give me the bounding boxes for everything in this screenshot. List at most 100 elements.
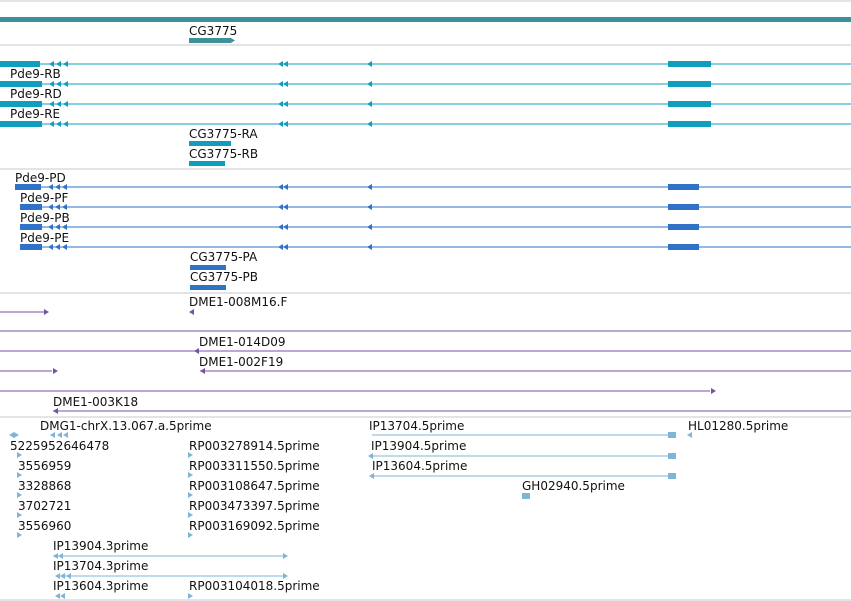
clone-label-dme1-002f19[interactable]: DME1-002F19 bbox=[199, 355, 284, 369]
clone-arrow[interactable] bbox=[53, 368, 58, 374]
protein-pde9-pb-arrow[interactable] bbox=[62, 224, 67, 230]
est-arrow[interactable] bbox=[368, 453, 373, 459]
protein-pde9-pf-arrow[interactable] bbox=[48, 204, 53, 210]
gene-glyph-cg3775[interactable] bbox=[189, 38, 231, 43]
transcript-pde9-re-arrow[interactable] bbox=[49, 121, 54, 127]
transcript-pde9-re-exon-right[interactable] bbox=[668, 121, 711, 127]
est-arrow[interactable] bbox=[60, 573, 65, 579]
transcript-pde9-ra-exon-left[interactable] bbox=[0, 61, 40, 67]
est-arrow[interactable] bbox=[57, 432, 62, 438]
transcript-pde9-rd-arrow[interactable] bbox=[49, 101, 54, 107]
est-label-ip13604-3prime[interactable]: IP13604.3prime bbox=[53, 579, 149, 593]
est-label-3328868[interactable]: 3328868 bbox=[18, 479, 72, 493]
est-arrow[interactable] bbox=[188, 593, 193, 599]
est-label-ip13904-5prime[interactable]: IP13904.5prime bbox=[371, 439, 467, 453]
est-arrow[interactable] bbox=[55, 573, 60, 579]
est-block[interactable] bbox=[668, 453, 676, 459]
chromosome-band[interactable] bbox=[0, 17, 851, 22]
transcript-pde9-re-arrow[interactable] bbox=[278, 121, 283, 127]
transcript-pde9-rb-arrow[interactable] bbox=[278, 81, 283, 87]
transcript-pde9-ra-arrow[interactable] bbox=[49, 61, 54, 67]
clone-arrow[interactable] bbox=[711, 388, 716, 394]
transcript-pde9-re-arrow[interactable] bbox=[56, 121, 61, 127]
est-arrow[interactable] bbox=[188, 452, 193, 458]
est-arrow[interactable] bbox=[17, 512, 22, 518]
protein-cg3775-pa[interactable] bbox=[190, 265, 226, 270]
est-label-3556960[interactable]: 3556960 bbox=[18, 519, 72, 533]
est-arrow[interactable] bbox=[58, 553, 63, 559]
est-arrow[interactable] bbox=[66, 573, 71, 579]
transcript-pde9-rb-arrow[interactable] bbox=[367, 81, 372, 87]
transcript-pde9-rb-arrow[interactable] bbox=[283, 81, 288, 87]
transcript-cg3775-rb[interactable] bbox=[189, 161, 225, 166]
protein-cg3775-pb[interactable] bbox=[190, 285, 226, 290]
est-block[interactable] bbox=[668, 432, 676, 438]
est-arrow[interactable] bbox=[188, 492, 193, 498]
transcript-pde9-rd-exon-right[interactable] bbox=[668, 101, 711, 107]
est-arrow[interactable] bbox=[188, 472, 193, 478]
est-arrow[interactable] bbox=[17, 532, 22, 538]
est-label-ip13604-5prime[interactable]: IP13604.5prime bbox=[372, 459, 468, 473]
protein-pde9-pd-arrow[interactable] bbox=[62, 184, 67, 190]
protein-pde9-pf-arrow[interactable] bbox=[62, 204, 67, 210]
clone-arrow[interactable] bbox=[44, 309, 49, 315]
est-label-dmg1-chrx[interactable]: DMG1-chrX.13.067.a.5prime bbox=[40, 419, 212, 433]
est-block[interactable] bbox=[522, 493, 530, 499]
protein-pde9-pf-arrow[interactable] bbox=[367, 204, 372, 210]
protein-pde9-pf-arrow[interactable] bbox=[55, 204, 60, 210]
protein-pde9-pf-exon-left[interactable] bbox=[20, 204, 42, 210]
protein-pde9-pe-exon-left[interactable] bbox=[20, 244, 42, 250]
transcript-pde9-rb-arrow[interactable] bbox=[49, 81, 54, 87]
transcript-pde9-ra-arrow[interactable] bbox=[278, 61, 283, 67]
transcript-pde9-rb-exon-left[interactable] bbox=[0, 81, 42, 87]
est-arrow[interactable] bbox=[14, 432, 19, 438]
transcript-pde9-ra-arrow[interactable] bbox=[283, 61, 288, 67]
protein-pde9-pe-arrow[interactable] bbox=[278, 244, 283, 250]
est-arrow[interactable] bbox=[17, 472, 22, 478]
protein-pde9-pb-exon-left[interactable] bbox=[20, 224, 42, 230]
est-arrow[interactable] bbox=[687, 432, 692, 438]
clone-label-dme1-008m16[interactable]: DME1-008M16.F bbox=[189, 295, 288, 309]
protein-pde9-pd-exon-right[interactable] bbox=[668, 184, 699, 190]
transcript-label-pde9-rd[interactable]: Pde9-RD bbox=[10, 87, 62, 101]
est-label-rp003108647[interactable]: RP003108647.5prime bbox=[189, 479, 320, 493]
est-label-3556959[interactable]: 3556959 bbox=[18, 459, 72, 473]
transcript-pde9-re-exon-left[interactable] bbox=[0, 121, 42, 127]
protein-pde9-pb-arrow[interactable] bbox=[367, 224, 372, 230]
protein-pde9-pf-exon-right[interactable] bbox=[668, 204, 699, 210]
clone-arrow[interactable] bbox=[189, 309, 194, 315]
est-arrow[interactable] bbox=[50, 432, 55, 438]
est-arrow[interactable] bbox=[17, 452, 22, 458]
protein-label-pde9-pe[interactable]: Pde9-PE bbox=[20, 231, 70, 245]
protein-label-pde9-pd[interactable]: Pde9-PD bbox=[15, 171, 66, 185]
gene-strand-arrow[interactable] bbox=[230, 37, 235, 44]
clone-label-dme1-003k18[interactable]: DME1-003K18 bbox=[53, 395, 139, 409]
transcript-pde9-ra-arrow[interactable] bbox=[56, 61, 61, 67]
est-arrow[interactable] bbox=[188, 532, 193, 538]
gene-label-cg3775[interactable]: CG3775 bbox=[189, 24, 238, 38]
transcript-pde9-rb-exon-right[interactable] bbox=[668, 81, 711, 87]
est-arrow[interactable] bbox=[55, 593, 60, 599]
est-arrow[interactable] bbox=[63, 432, 68, 438]
protein-pde9-pd-arrow[interactable] bbox=[283, 184, 288, 190]
protein-label-cg3775-pb[interactable]: CG3775-PB bbox=[190, 270, 259, 284]
protein-pde9-pd-arrow[interactable] bbox=[278, 184, 283, 190]
protein-pde9-pf-arrow[interactable] bbox=[283, 204, 288, 210]
est-label-5225952646478[interactable]: 5225952646478 bbox=[10, 439, 110, 453]
est-label-gh02940-5prime[interactable]: GH02940.5prime bbox=[522, 479, 625, 493]
transcript-pde9-rd-arrow[interactable] bbox=[367, 101, 372, 107]
protein-pde9-pb-arrow[interactable] bbox=[55, 224, 60, 230]
transcript-pde9-rd-arrow[interactable] bbox=[283, 101, 288, 107]
transcript-pde9-ra-arrow[interactable] bbox=[367, 61, 372, 67]
est-block[interactable] bbox=[668, 473, 676, 479]
transcript-pde9-rb-arrow[interactable] bbox=[56, 81, 61, 87]
protein-pde9-pb-arrow[interactable] bbox=[283, 224, 288, 230]
transcript-cg3775-ra[interactable] bbox=[189, 141, 231, 146]
protein-label-pde9-pb[interactable]: Pde9-PB bbox=[20, 211, 70, 225]
est-label-ip13704-3prime[interactable]: IP13704.3prime bbox=[53, 559, 149, 573]
est-arrow[interactable] bbox=[53, 553, 58, 559]
protein-pde9-pe-arrow[interactable] bbox=[283, 244, 288, 250]
transcript-pde9-ra-exon-right[interactable] bbox=[668, 61, 711, 67]
transcript-pde9-rd-arrow[interactable] bbox=[63, 101, 68, 107]
est-label-3702721[interactable]: 3702721 bbox=[18, 499, 72, 513]
